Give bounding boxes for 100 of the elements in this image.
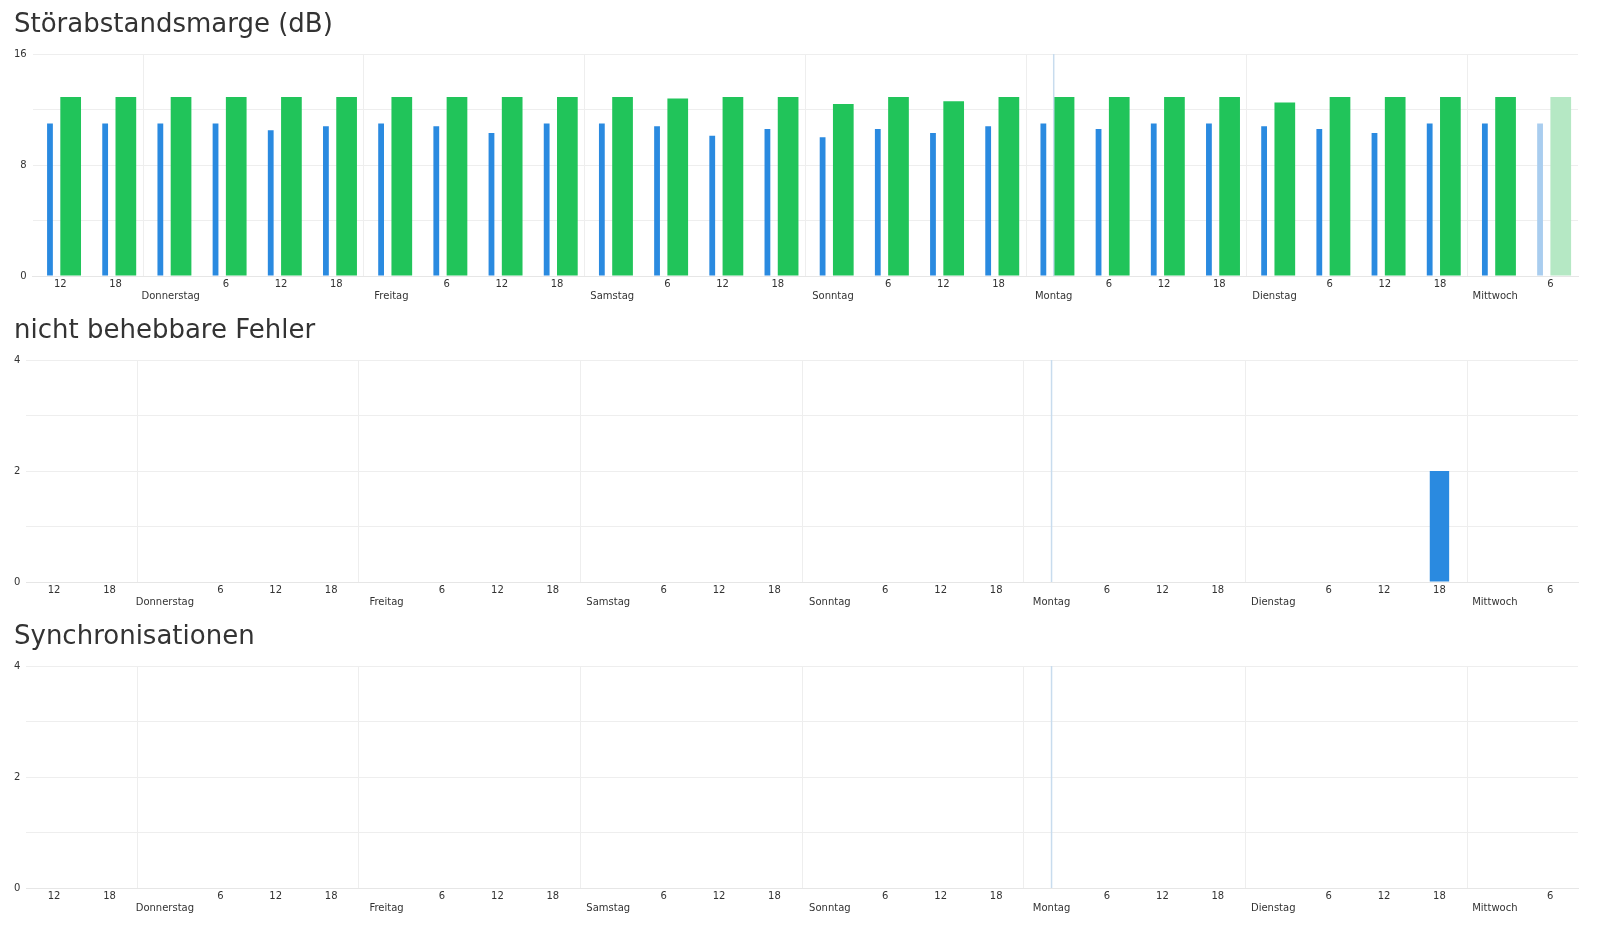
x-tick-label: 6 [1105, 277, 1113, 289]
chart-title: Synchronisationen [14, 620, 256, 650]
x-tick-label: 6 [1547, 583, 1554, 595]
bar [1150, 123, 1157, 276]
x-tick-label: 18 [1211, 583, 1225, 595]
bar [1040, 123, 1047, 276]
bar [267, 130, 274, 276]
bar [874, 128, 881, 276]
bar [1053, 97, 1075, 276]
bar [60, 97, 82, 276]
x-tick-label: 18 [550, 277, 564, 289]
x-tick-label: 6 [217, 583, 224, 595]
x-tick-label: 12 [47, 583, 61, 595]
bar [1316, 128, 1323, 276]
x-tick-label: Donnerstag [135, 901, 195, 913]
x-tick-label: 6 [222, 277, 230, 289]
bar [1274, 102, 1296, 276]
x-tick-label: 12 [1378, 277, 1392, 289]
bar [943, 101, 965, 276]
x-tick-label: 6 [1103, 583, 1111, 595]
x-tick-label: 12 [1377, 583, 1391, 595]
x-tick-label: 6 [660, 889, 667, 901]
x-tick-label: Montag [1034, 289, 1073, 301]
chart-title: Störabstandsmarge (dB) [14, 8, 334, 38]
x-tick-label: 18 [1433, 889, 1446, 901]
y-tick-label: 8 [20, 158, 27, 170]
x-tick-label: Donnerstag [135, 595, 195, 607]
x-tick-label: Sonntag [812, 289, 854, 301]
x-tick-label: 18 [324, 889, 338, 901]
bar [281, 97, 302, 276]
y-tick-label: 2 [13, 464, 21, 476]
bar [323, 126, 329, 276]
x-tick-label: Freitag [369, 595, 404, 607]
y-tick-label: 16 [13, 47, 27, 59]
bar [1108, 97, 1130, 276]
x-tick-label: 6 [1103, 889, 1111, 901]
x-tick-label: Montag [1032, 901, 1071, 913]
x-tick-label: 6 [664, 277, 671, 289]
x-tick-label: 6 [882, 583, 889, 595]
x-tick-label: Mittwoch [1472, 901, 1518, 913]
x-tick-label: 6 [1547, 889, 1554, 901]
x-tick-label: 18 [989, 889, 1003, 901]
bar [433, 126, 440, 276]
bar [1206, 123, 1212, 276]
y-tick-label: 4 [13, 659, 21, 671]
bar [1481, 123, 1488, 276]
x-tick-label: 18 [103, 583, 116, 595]
x-tick-label: 18 [768, 583, 781, 595]
x-tick-label: 18 [1433, 583, 1446, 595]
x-tick-label: 18 [546, 889, 560, 901]
bar [722, 97, 744, 276]
y-tick-label: 0 [13, 881, 21, 893]
bar [157, 123, 164, 276]
bar [501, 97, 523, 276]
x-tick-label: 6 [1547, 277, 1554, 289]
x-tick-label: 18 [989, 583, 1003, 595]
bar [709, 135, 716, 276]
bar [1384, 97, 1406, 276]
x-tick-label: 6 [217, 889, 224, 901]
bar [1329, 97, 1351, 276]
x-tick-label: 6 [438, 889, 446, 901]
x-tick-label: 12 [716, 277, 729, 289]
bar [1261, 126, 1268, 276]
x-tick-label: 6 [1326, 277, 1333, 289]
x-tick-label: 18 [324, 583, 338, 595]
x-tick-label: Freitag [374, 289, 409, 301]
x-tick-label: 18 [1211, 889, 1225, 901]
x-tick-label: Donnerstag [141, 289, 200, 301]
bar [667, 98, 689, 276]
bar [1426, 123, 1433, 276]
bar [1440, 97, 1461, 276]
x-tick-label: 12 [269, 889, 283, 901]
bar [446, 97, 468, 276]
y-tick-label: 4 [13, 353, 21, 365]
x-tick-label: Samstag [586, 595, 631, 607]
bar [557, 97, 578, 276]
bar [598, 123, 605, 276]
x-tick-label: 18 [771, 277, 785, 289]
x-tick-label: 18 [1212, 277, 1226, 289]
x-tick-label: 6 [443, 277, 450, 289]
bar [1550, 97, 1572, 276]
bar [888, 97, 909, 276]
x-tick-label: 6 [882, 889, 889, 901]
x-tick-label: Sonntag [809, 901, 851, 913]
x-tick-label: 18 [768, 889, 781, 901]
x-tick-label: 12 [269, 583, 283, 595]
x-tick-label: 6 [438, 583, 446, 595]
x-tick-label: 12 [53, 277, 67, 289]
x-tick-label: 12 [1157, 277, 1171, 289]
bar [1219, 97, 1240, 276]
bar [102, 123, 109, 276]
x-tick-label: Samstag [586, 901, 631, 913]
x-tick-label: 6 [884, 277, 892, 289]
x-tick-label: 12 [712, 889, 726, 901]
x-tick-label: 12 [495, 277, 509, 289]
x-tick-label: 12 [936, 277, 950, 289]
chart-title: nicht behebbare Fehler [14, 314, 317, 344]
x-tick-label: 12 [934, 889, 948, 901]
x-tick-label: 12 [47, 889, 61, 901]
bar [170, 97, 192, 276]
